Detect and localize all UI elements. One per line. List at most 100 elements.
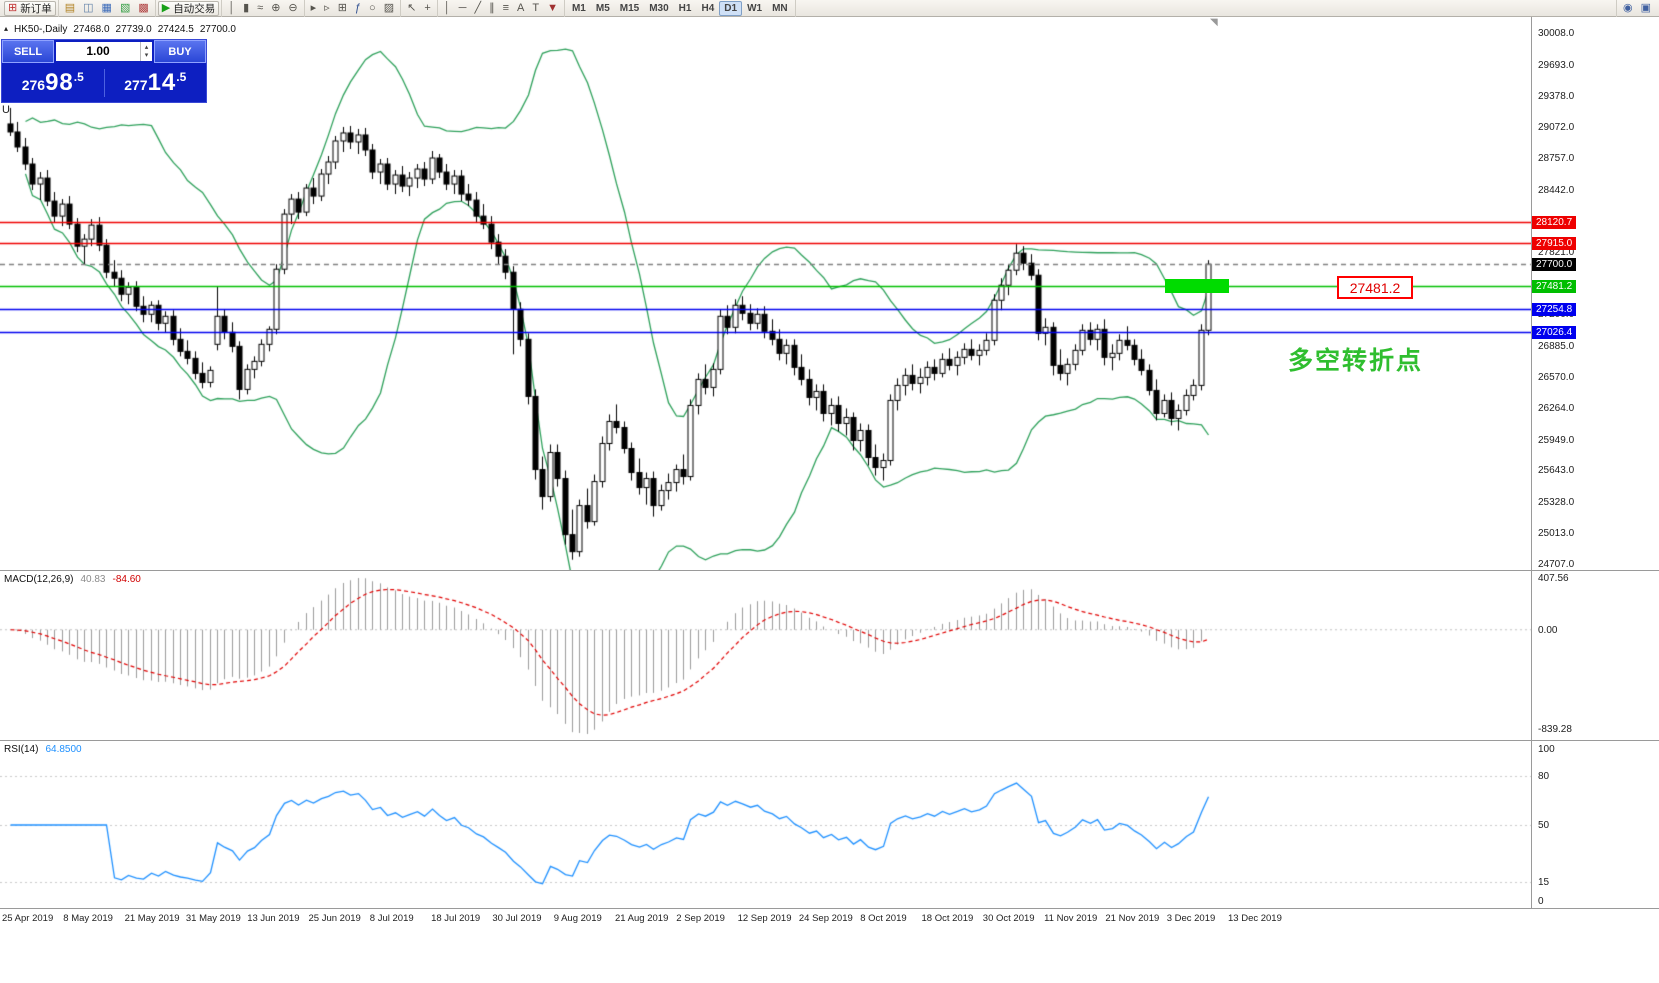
buy-button[interactable]: BUY: [154, 40, 206, 63]
price-axis[interactable]: 30008.0 29693.0 29378.0 29072.0 28757.0 28442…: [1531, 17, 1659, 908]
price-callout-box[interactable]: 27481.2: [1337, 276, 1413, 299]
text-button[interactable]: A: [513, 1, 528, 16]
time-axis-label: 8 May 2019: [63, 913, 113, 924]
new-order-button[interactable]: ⊞ 新订单: [4, 0, 56, 16]
time-axis-label: 24 Sep 2019: [798, 913, 853, 924]
sell-price-big: 98: [45, 68, 74, 96]
vertical-line-icon: │: [443, 2, 451, 14]
toolbar-group-charttype: │ ▮ ≈ ⊕ ⊖: [222, 0, 305, 17]
search-icon: ◉: [1622, 2, 1633, 14]
equidistant-channel-button[interactable]: ∥: [485, 1, 499, 16]
grid-button[interactable]: ⊞: [334, 1, 351, 16]
time-axis-label: 11 Nov 2019: [1044, 913, 1098, 924]
chart-shift-marker: ◥: [1210, 17, 1218, 28]
price-tag-28120.7: 28120.7: [1532, 216, 1577, 230]
time-axis-label: 21 Aug 2019: [615, 913, 669, 924]
arrows-icon: ▼: [547, 2, 558, 14]
timeframe-w1[interactable]: W1: [747, 2, 763, 14]
zoom-in-button[interactable]: ⊕: [267, 1, 284, 16]
toolbar-group-windows: ▤ ◫ ▦ ▧ ▩: [59, 0, 156, 17]
window-list-button[interactable]: ▣: [1637, 1, 1655, 16]
timeframe-mn[interactable]: MN: [772, 2, 788, 14]
charts-icon: ▤: [64, 2, 76, 14]
rsi-title: RSI(14): [4, 744, 39, 755]
turning-point-text[interactable]: 多空转折点: [1288, 347, 1424, 375]
fibonacci-icon: ≡: [502, 2, 509, 14]
terminal-button[interactable]: ▩: [134, 1, 152, 16]
macd-signal-value: -84.60: [112, 574, 141, 585]
window-list-icon: ▣: [1640, 2, 1651, 14]
panel-divider-rsi[interactable]: [0, 740, 1659, 741]
candlestick-chart-button[interactable]: ▮: [239, 1, 253, 16]
rsi-indicator-label: RSI(14) 64.8500: [4, 744, 82, 755]
timeframe-m1[interactable]: M1: [571, 2, 586, 14]
time-axis-label: 3 Dec 2019: [1166, 913, 1216, 924]
rsi-axis-label: 50: [1538, 820, 1550, 831]
sell-button[interactable]: SELL: [2, 40, 54, 63]
arrows-button[interactable]: ▼: [543, 1, 562, 16]
auto-trading-icon: ▶: [161, 2, 171, 14]
toolbar-group-right: ◉ ▣: [1615, 0, 1657, 17]
auto-scroll-button[interactable]: ▸: [307, 1, 321, 16]
one-click-trading-panel: SELL 1.00 ▴ ▾ BUY 27698.5 27714.5: [1, 39, 207, 103]
price-tag-27026.4: 27026.4: [1532, 325, 1577, 339]
time-axis-label: 25 Apr 2019: [2, 913, 54, 924]
timeframe-m30[interactable]: M30: [649, 2, 669, 14]
templates-button[interactable]: ▨: [380, 1, 398, 16]
timeframe-h4[interactable]: H4: [701, 2, 715, 14]
volume-increase-button[interactable]: ▴: [144, 43, 149, 51]
price-axis-label: 24707.0: [1538, 559, 1575, 570]
zoom-out-icon: ⊖: [288, 2, 298, 14]
price-tag-27915.0: 27915.0: [1532, 236, 1577, 250]
trendline-icon: ╱: [474, 2, 482, 14]
high-value: 27739.0: [115, 24, 152, 35]
price-axis-label: 26885.0: [1538, 340, 1575, 352]
timeframe-h1[interactable]: H1: [678, 2, 692, 14]
text-label-button[interactable]: T: [528, 1, 543, 16]
periods-button[interactable]: ○: [365, 1, 380, 16]
indicators-list-button[interactable]: ƒ: [351, 1, 365, 16]
rsi-axis-label: 15: [1538, 876, 1550, 888]
bar-chart-button[interactable]: │: [224, 1, 239, 16]
price-axis-label: 27821.0: [1538, 247, 1575, 259]
horizontal-line-button[interactable]: ─: [455, 1, 471, 16]
zoom-out-button[interactable]: ⊖: [284, 1, 301, 16]
volume-field[interactable]: 1.00 ▴ ▾: [56, 42, 152, 61]
volume-value: 1.00: [86, 44, 110, 58]
toolbar: ⊞ 新订单 ▤ ◫ ▦ ▧ ▩ ▶ 自动交易 │ ▮ ≈ ⊕ ⊖ ▸ ▹ ⊞ ƒ ○ ▨ ↖ + │ ─ ╱ ∥ ≡ A T ▼ M1 M5 M…: [0, 0, 1659, 17]
profiles-button[interactable]: ◫: [79, 1, 97, 16]
charts-button[interactable]: ▤: [61, 1, 79, 16]
cursor-button[interactable]: ↖: [403, 1, 420, 16]
navigator-button[interactable]: ▧: [116, 1, 134, 16]
chart-shift-button[interactable]: ▹: [320, 1, 334, 16]
macd-axis-max: 407.56: [1538, 573, 1569, 584]
trendline-button[interactable]: ╱: [470, 1, 485, 16]
panel-divider-macd[interactable]: [0, 570, 1659, 571]
price-axis-label: 28757.0: [1538, 153, 1575, 165]
vertical-line-button[interactable]: │: [440, 1, 455, 16]
search-button[interactable]: ◉: [1619, 1, 1637, 16]
line-chart-button[interactable]: ≈: [253, 1, 267, 16]
toolbar-group-cursor: ↖ +: [401, 0, 438, 17]
time-axis[interactable]: 25 Apr 2019 8 May 2019 21 May 2019 31 May 2…: [0, 909, 1659, 931]
crosshair-button[interactable]: +: [420, 1, 434, 16]
chart-canvas[interactable]: [0, 17, 1531, 933]
rsi-axis-label: 0: [1538, 896, 1544, 907]
candlestick-chart-icon: ▮: [243, 2, 250, 14]
timeframe-m15[interactable]: M15: [619, 2, 640, 14]
profiles-icon: ◫: [83, 2, 94, 14]
fibonacci-button[interactable]: ≡: [499, 1, 513, 16]
volume-decrease-button[interactable]: ▾: [144, 51, 149, 59]
sell-price-sup: .5: [73, 69, 84, 84]
chart-ohlc-header: ▴ HK50-,Daily 27468.0 27739.0 27424.5 27…: [4, 24, 236, 35]
horizontal-line-icon: ─: [458, 2, 467, 14]
time-axis-label: 12 Sep 2019: [737, 913, 792, 924]
highlight-rectangle[interactable]: [1165, 279, 1229, 293]
market-watch-button[interactable]: ▦: [98, 1, 116, 16]
sell-price-prefix: 276: [21, 76, 46, 93]
timeframe-d1[interactable]: D1: [719, 0, 743, 16]
auto-trading-button[interactable]: ▶ 自动交易: [157, 0, 220, 16]
toolbar-group-chartopts: ▸ ▹ ⊞ ƒ ○ ▨: [305, 0, 402, 17]
time-axis-label: 18 Oct 2019: [921, 913, 974, 924]
timeframe-m5[interactable]: M5: [595, 2, 610, 14]
